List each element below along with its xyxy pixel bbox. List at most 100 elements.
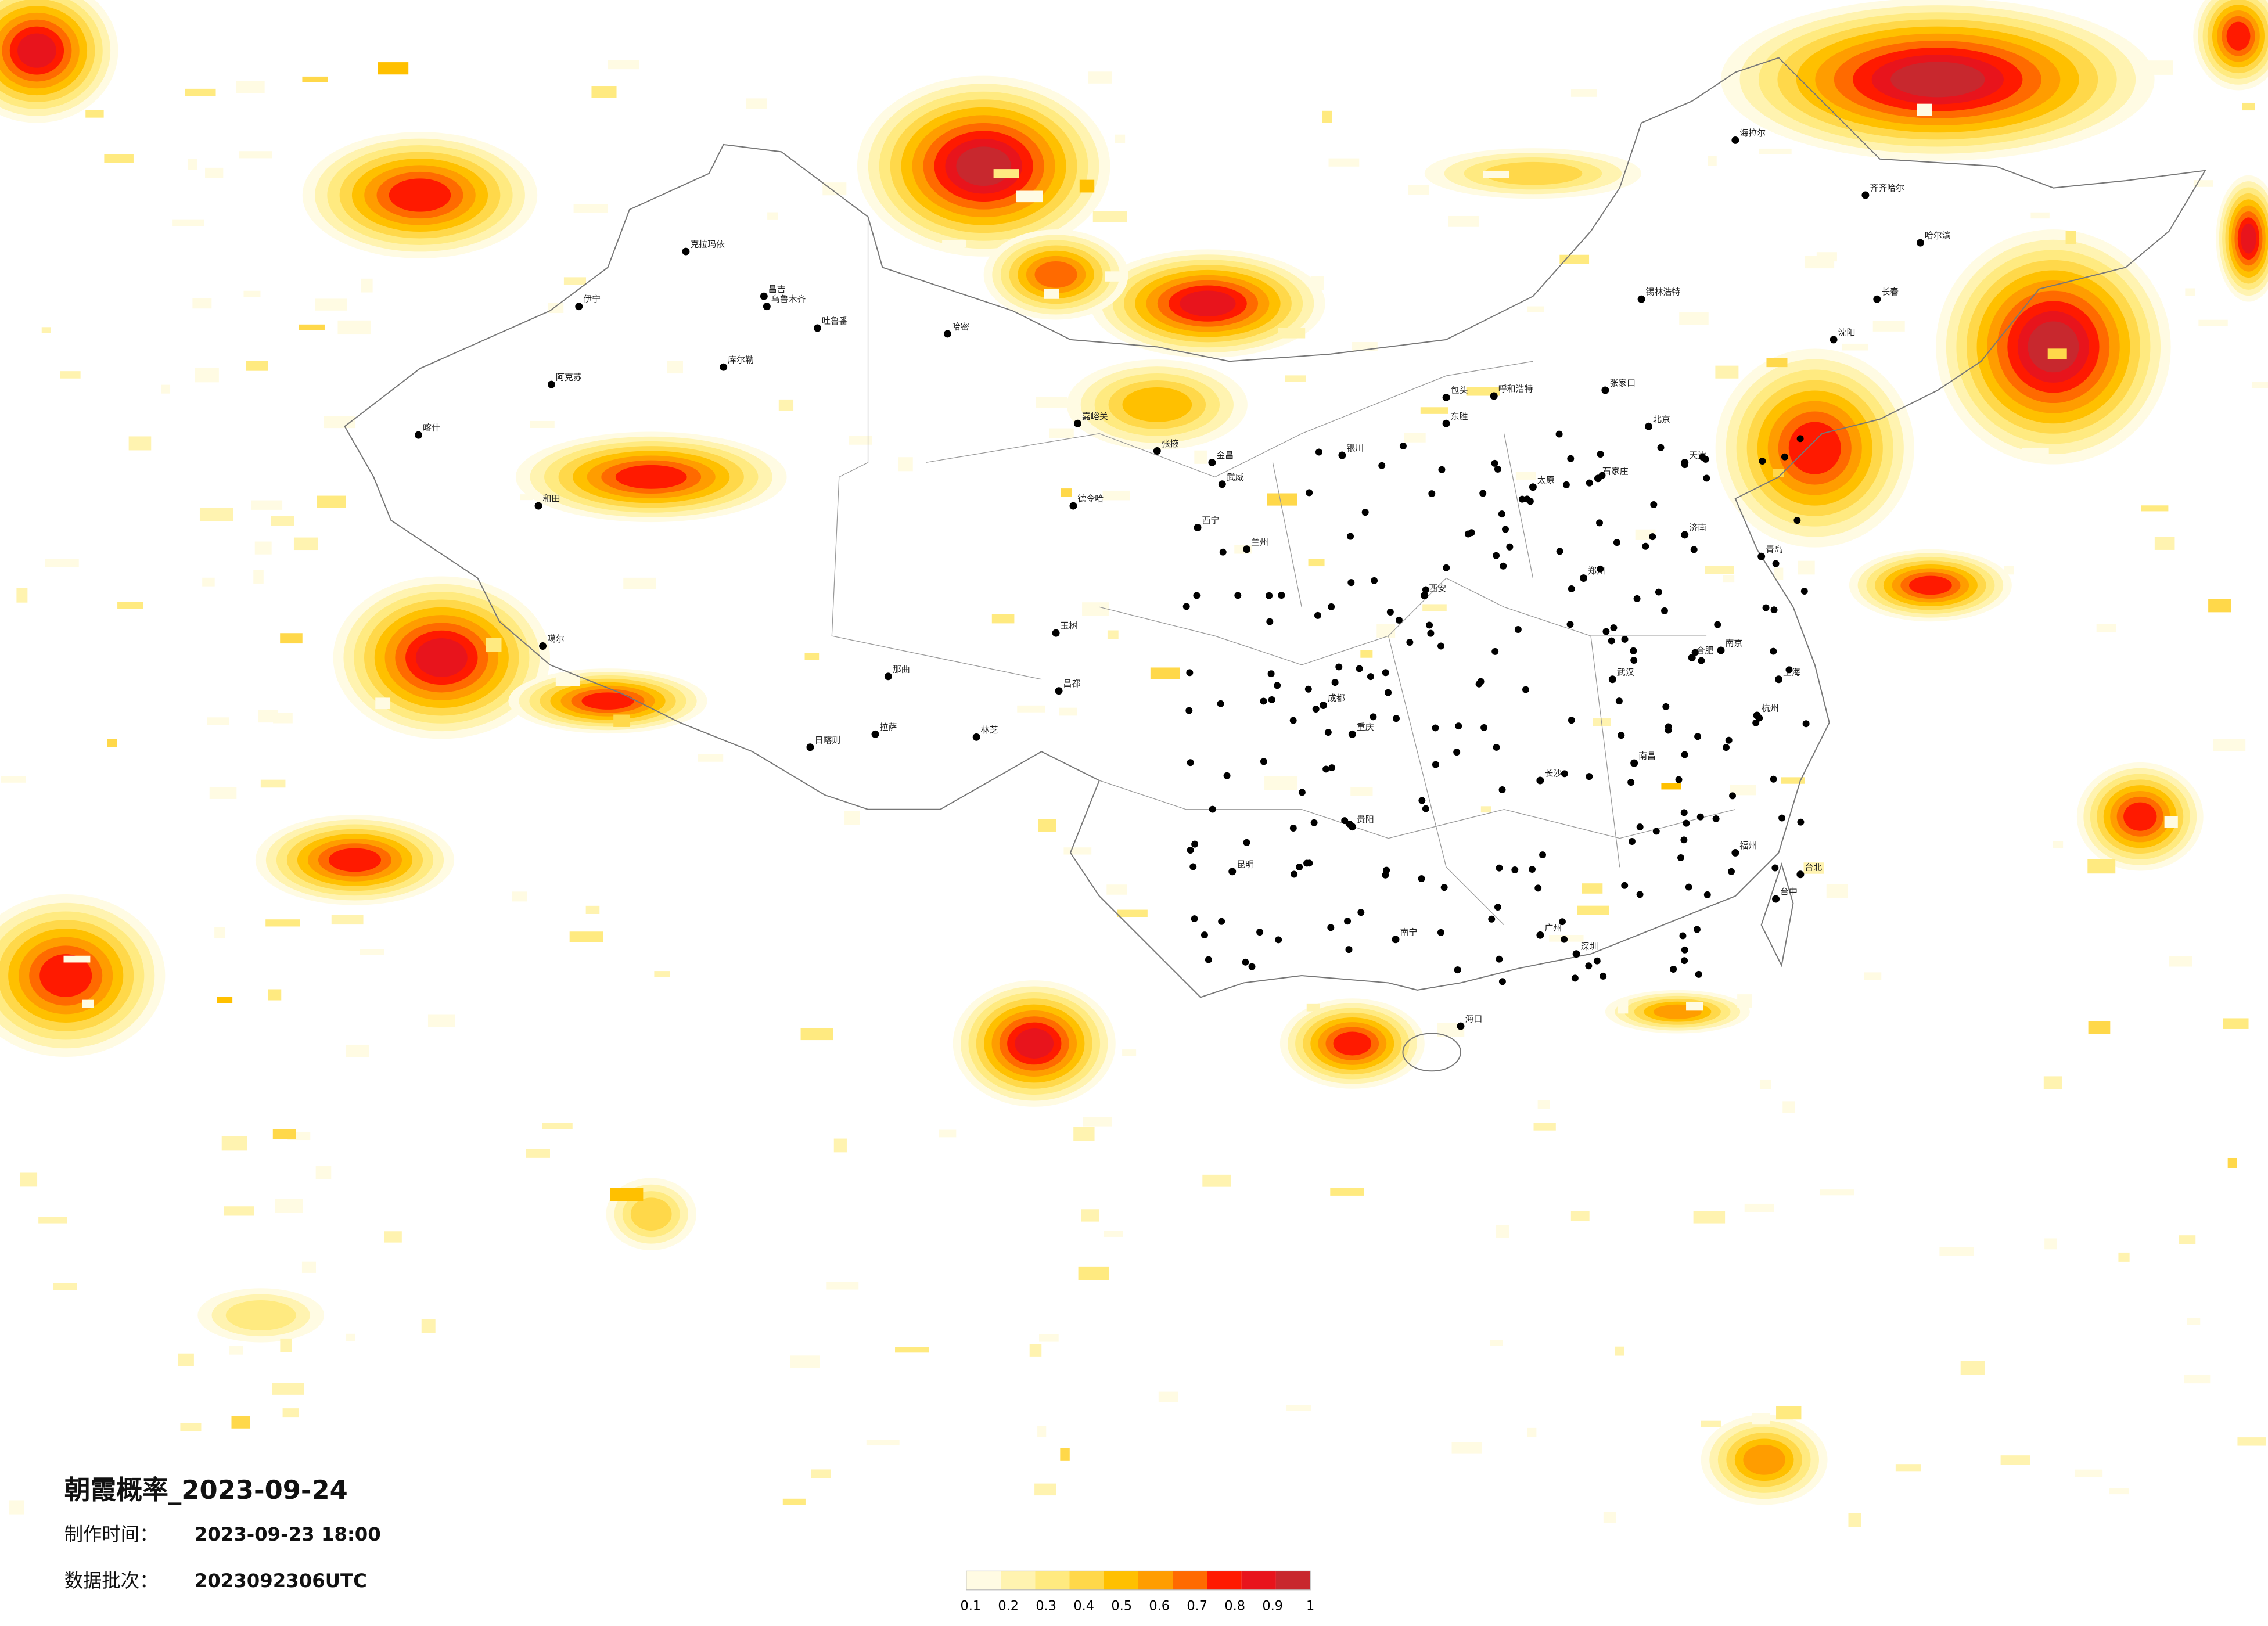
probability-cell <box>782 1498 806 1505</box>
city-dot <box>682 247 690 256</box>
probability-cell <box>375 697 391 710</box>
city-dot <box>1830 336 1838 344</box>
city-dot <box>1771 864 1779 872</box>
probability-cell <box>188 159 197 170</box>
city-dot <box>1681 751 1688 758</box>
city-dot <box>1218 918 1225 925</box>
probability-cell <box>866 1440 900 1446</box>
city-dot <box>1457 1022 1465 1030</box>
probability-cell <box>1306 1003 1320 1012</box>
probability-cell <box>547 303 564 314</box>
city-dot <box>1694 733 1702 740</box>
city-dot <box>1714 621 1721 628</box>
city-dot <box>760 292 768 300</box>
city-dot <box>1201 931 1208 939</box>
probability-cell <box>563 277 587 285</box>
probability-cell <box>1603 1512 1616 1523</box>
probability-cell <box>667 361 683 374</box>
probability-cell <box>53 1283 77 1290</box>
probability-cell <box>1451 1442 1482 1454</box>
city-dot <box>1562 481 1570 488</box>
probability-cell <box>2184 1375 2211 1384</box>
city-dot <box>1382 669 1389 677</box>
probability-cell <box>378 62 409 75</box>
city-dot <box>1655 588 1662 596</box>
city-label: 沈阳 <box>1838 327 1856 337</box>
city-dot <box>1762 604 1770 611</box>
probability-cell <box>804 653 820 660</box>
colorbar-label: 0.5 <box>1111 1599 1132 1614</box>
probability-cell <box>331 915 364 925</box>
city-dot <box>1785 666 1793 674</box>
made-label: 制作时间： <box>64 1523 159 1545</box>
colorbar-swatch <box>1001 1571 1036 1590</box>
city-dot <box>1494 904 1501 911</box>
probability-cell <box>1803 862 1824 874</box>
city-dot <box>1572 950 1580 958</box>
probability-cell <box>1872 321 1905 332</box>
city-dot <box>1324 729 1332 736</box>
probability-cell <box>1150 667 1180 679</box>
city-dot <box>1657 444 1665 451</box>
city-label: 兰州 <box>1251 537 1268 547</box>
city-dot <box>1344 918 1352 925</box>
probability-cell <box>1278 328 1306 339</box>
probability-cell <box>1036 397 1067 408</box>
probability-area <box>2028 321 2079 373</box>
probability-cell <box>337 320 371 335</box>
city-dot <box>1757 552 1766 560</box>
city-dot <box>1428 490 1436 498</box>
city-label: 海口 <box>1465 1014 1482 1024</box>
probability-cell <box>591 86 617 98</box>
probability-cell <box>2022 447 2049 460</box>
city-dot <box>1260 697 1267 705</box>
city-dot <box>1665 726 1672 734</box>
city-label: 齐齐哈尔 <box>1870 183 1904 193</box>
probability-cell <box>1158 1391 1178 1402</box>
city-dot <box>1608 637 1615 645</box>
city-dot <box>1778 814 1786 822</box>
probability-cell <box>161 384 171 394</box>
probability-cell <box>1617 1000 1629 1014</box>
probability-cell <box>1017 705 1045 713</box>
city-dot <box>1770 775 1777 783</box>
colorbar-swatch <box>1104 1571 1138 1590</box>
city-dot <box>1728 868 1735 875</box>
probability-cell <box>1570 89 1597 97</box>
city-label: 台北 <box>1805 862 1822 872</box>
city-dot <box>763 303 771 311</box>
probability-cell <box>128 436 152 451</box>
city-dot <box>1438 466 1446 473</box>
probability-cell <box>1533 1123 1556 1131</box>
probability-cell <box>1038 819 1056 832</box>
colorbar-swatch <box>966 1571 1001 1590</box>
probability-area <box>1909 575 1952 595</box>
city-dot <box>1274 682 1281 689</box>
probability-cell <box>1917 103 1932 116</box>
city-dot <box>1729 792 1737 800</box>
probability-area <box>630 1197 672 1231</box>
probability-cell <box>623 577 656 589</box>
probability-cell <box>1864 972 1882 980</box>
city-dot <box>806 743 814 751</box>
city-dot <box>1493 552 1500 559</box>
city-dot <box>1278 592 1285 599</box>
probability-cell <box>268 989 282 1001</box>
city-dot <box>1613 539 1620 546</box>
probability-area <box>2241 223 2256 254</box>
probability-cell <box>1559 254 1590 264</box>
probability-cell <box>1776 1406 1802 1420</box>
city-dot <box>1191 915 1198 923</box>
probability-cell <box>512 891 527 902</box>
probability-cell <box>2000 1455 2030 1465</box>
city-dot <box>1670 966 1677 973</box>
city-label: 喀什 <box>423 423 440 433</box>
probability-cell <box>1422 604 1447 611</box>
probability-cell <box>195 368 219 383</box>
city-dot <box>1242 958 1249 966</box>
probability-cell <box>2030 212 2050 219</box>
city-dot <box>1511 866 1519 873</box>
probability-area <box>615 465 687 489</box>
city-dot <box>1770 647 1777 655</box>
